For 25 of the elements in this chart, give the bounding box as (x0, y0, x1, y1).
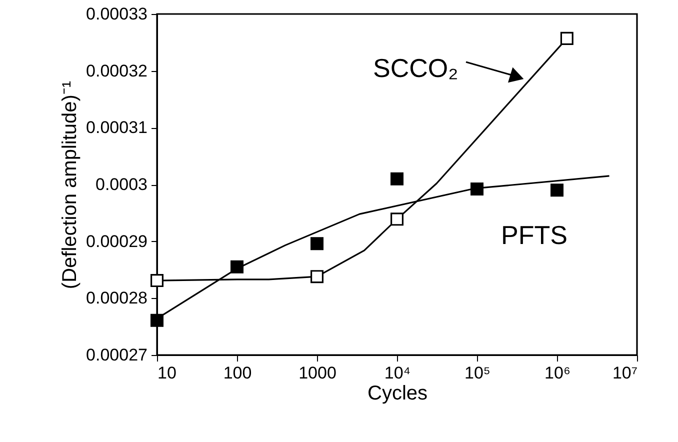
legend-label: SCCO₂ (373, 53, 458, 83)
x-tick-label: 10⁷ (612, 364, 638, 382)
x-tick-label: 10⁵ (464, 364, 490, 382)
y-tick-label: 0.00032 (86, 61, 148, 80)
point (150, 274, 164, 288)
x-tick-label: 10 (158, 364, 176, 382)
y-tick-label: 0.00027 (86, 346, 148, 364)
y-tick-label: 0.00031 (86, 118, 148, 138)
point (150, 314, 164, 327)
point (470, 182, 484, 196)
point (310, 237, 324, 250)
y-tick-label: 0.00033 (86, 4, 148, 24)
y-tick-label: 0.00029 (86, 232, 148, 251)
point (550, 184, 564, 197)
x-tick-label: 10⁶ (544, 364, 570, 382)
x-tick-label: 1000 (298, 364, 336, 382)
series-label: PFTS (501, 220, 568, 250)
x-tick-label: 10⁴ (384, 364, 411, 382)
y-axis-title: (Deflection amplitude)⁻¹ (59, 80, 82, 290)
point (230, 260, 244, 274)
y-tick-label: 0.00028 (86, 288, 148, 308)
x-tick-label: 100 (223, 364, 252, 382)
point (390, 172, 404, 186)
x-axis-title: Cycles (367, 382, 428, 404)
y-tick-label: 0.0003 (96, 175, 148, 194)
